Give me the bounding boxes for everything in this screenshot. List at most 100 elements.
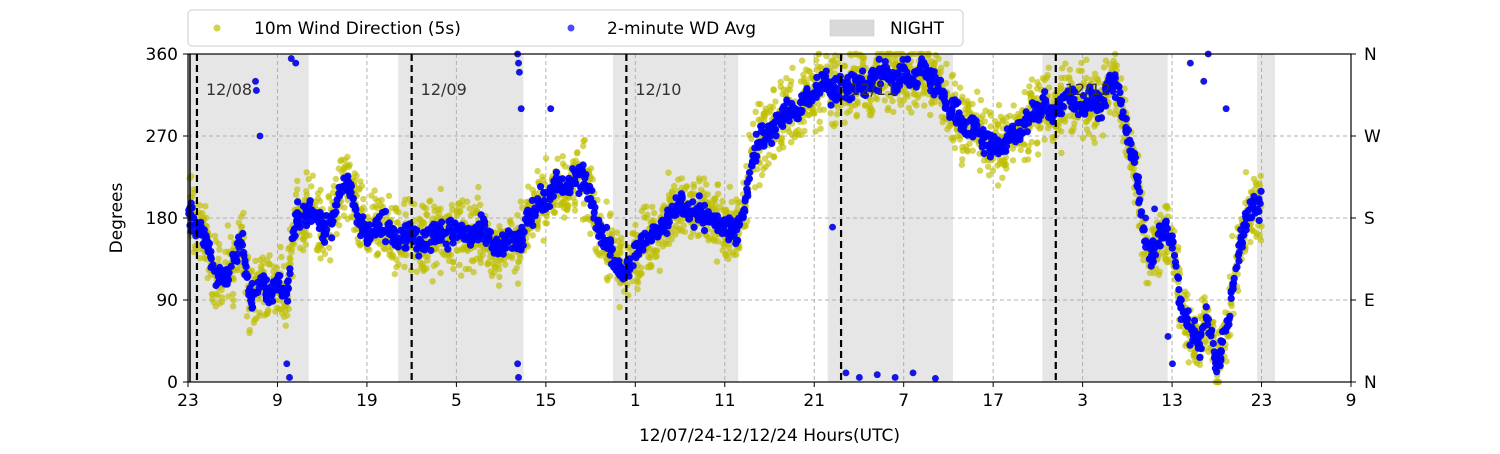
data-point (606, 273, 614, 280)
data-point (677, 190, 686, 198)
data-point (972, 128, 980, 136)
data-point (268, 291, 276, 299)
data-point (257, 274, 265, 282)
data-point (1106, 109, 1114, 116)
data-point (789, 64, 796, 72)
data-point (581, 174, 589, 182)
data-point (1175, 244, 1182, 251)
data-point (848, 94, 856, 102)
data-point (827, 101, 835, 109)
data-point (613, 229, 621, 236)
data-point (845, 87, 854, 95)
data-point (1036, 125, 1044, 132)
data-point (333, 201, 341, 209)
data-point (573, 150, 581, 157)
data-point (841, 62, 849, 70)
data-point (844, 78, 852, 87)
data-point (989, 167, 997, 174)
data-point (1000, 116, 1007, 124)
data-point (715, 238, 722, 245)
data-point (1026, 83, 1033, 90)
data-point (656, 267, 663, 274)
data-point (911, 99, 918, 107)
data-point (502, 261, 509, 268)
data-point (247, 296, 255, 304)
data-point (590, 209, 598, 217)
y-right-tick-label: N (1364, 373, 1377, 393)
data-point (846, 107, 854, 115)
data-point (477, 201, 484, 208)
data-point (643, 203, 650, 210)
data-point (984, 163, 992, 170)
data-point (1094, 76, 1102, 84)
data-point (645, 254, 652, 261)
data-point (805, 111, 812, 119)
data-point (448, 201, 455, 209)
data-point (1204, 321, 1212, 329)
data-point (659, 243, 667, 250)
data-point (596, 231, 604, 239)
data-point (588, 186, 596, 195)
data-point (293, 222, 301, 230)
data-point (909, 77, 918, 85)
data-point (1016, 135, 1024, 144)
data-point (525, 217, 534, 225)
data-point (745, 168, 754, 177)
data-point (230, 256, 238, 265)
data-point (1202, 303, 1210, 311)
data-point (581, 136, 588, 144)
data-point (920, 88, 928, 95)
data-point (319, 246, 326, 253)
data-point (1009, 145, 1016, 152)
data-point (481, 218, 489, 226)
data-point (435, 210, 443, 217)
data-point (1070, 88, 1079, 96)
data-point (714, 190, 722, 198)
data-point (239, 229, 247, 238)
data-point (1169, 238, 1177, 246)
data-point (1009, 126, 1017, 134)
data-point (756, 182, 763, 189)
data-point (517, 105, 525, 113)
y-tick-label: 180 (146, 209, 178, 229)
legend-marker (567, 24, 575, 32)
data-point (936, 76, 945, 84)
data-point (357, 232, 365, 240)
data-point (564, 195, 571, 202)
data-point (1223, 358, 1230, 365)
data-point (1121, 85, 1128, 92)
data-point (278, 253, 285, 261)
data-point (273, 264, 281, 272)
data-point (977, 128, 985, 136)
x-tick-label: 21 (803, 391, 825, 411)
data-point (265, 299, 273, 307)
x-tick-label: 19 (356, 391, 378, 411)
data-point (895, 82, 904, 90)
data-point (275, 305, 283, 313)
data-point (234, 266, 241, 274)
data-point (230, 297, 237, 304)
data-point (246, 326, 253, 334)
day-marker-label: 12/12 (1065, 80, 1111, 99)
data-point (429, 215, 436, 222)
data-point (470, 268, 477, 276)
data-point (464, 198, 471, 205)
data-point (930, 68, 938, 76)
data-point (1254, 205, 1262, 214)
data-point (1025, 148, 1032, 155)
data-point (402, 211, 409, 218)
data-point (1155, 271, 1163, 278)
data-point (374, 205, 381, 212)
data-point (876, 80, 885, 88)
data-point (543, 220, 550, 227)
data-point (559, 153, 566, 160)
data-point (969, 100, 976, 108)
data-point (1255, 216, 1263, 225)
data-point (784, 125, 792, 132)
data-point (252, 257, 259, 264)
data-point (438, 232, 446, 240)
data-point (402, 196, 409, 203)
data-point (500, 233, 508, 241)
data-point (1201, 294, 1208, 301)
data-point (227, 233, 234, 241)
